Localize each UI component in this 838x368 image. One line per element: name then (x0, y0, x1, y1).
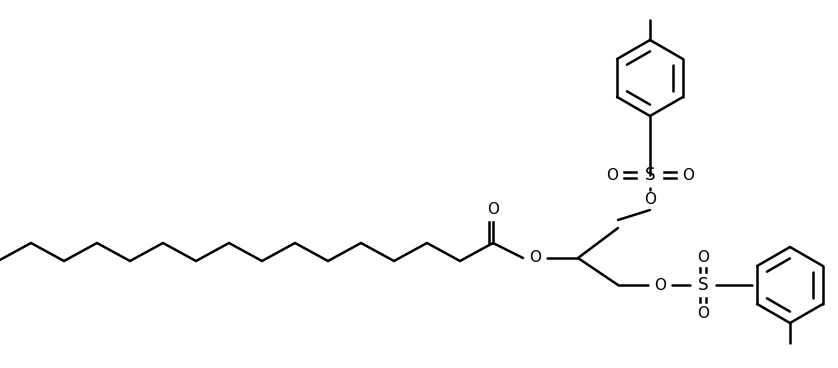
Text: O: O (682, 167, 694, 183)
Text: O: O (529, 251, 541, 265)
Text: O: O (654, 277, 666, 293)
Text: O: O (644, 192, 656, 208)
Text: O: O (697, 250, 709, 265)
Text: O: O (697, 305, 709, 321)
Text: S: S (644, 166, 655, 184)
Text: O: O (487, 202, 499, 217)
Text: O: O (606, 167, 618, 183)
Text: S: S (698, 276, 708, 294)
